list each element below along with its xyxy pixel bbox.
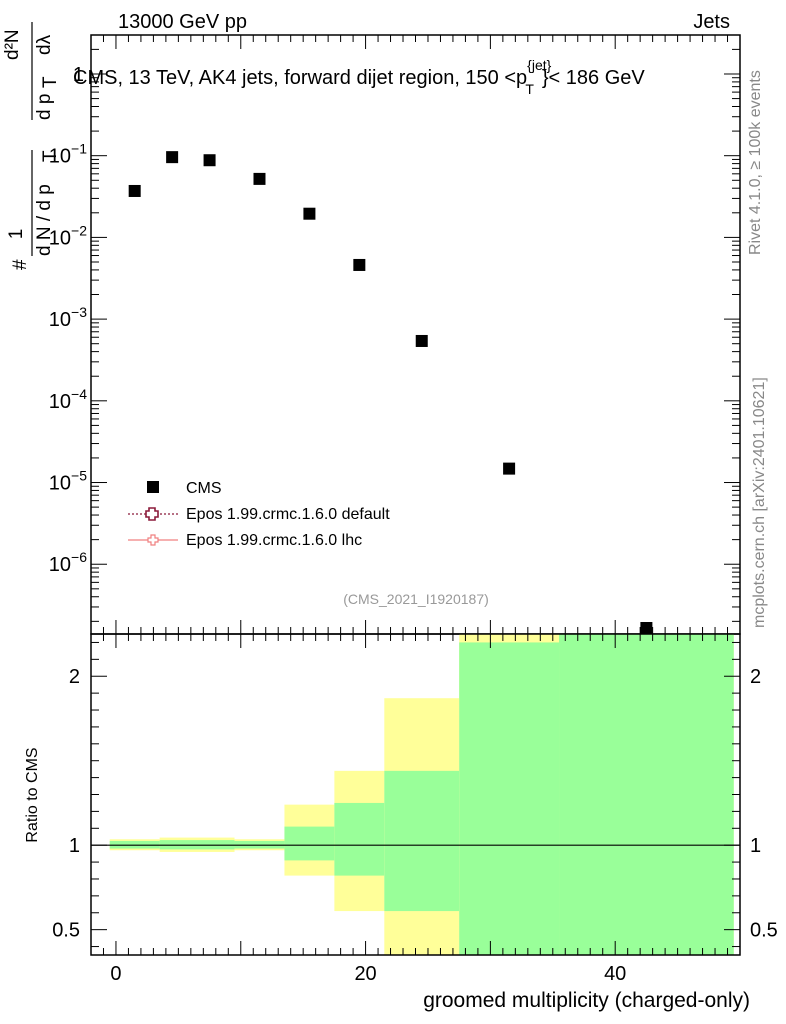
mcplots-label: mcplots.cern.ch [arXiv:2401.10621] <box>751 377 768 628</box>
ratio-band-inner <box>334 802 385 876</box>
ratio-y-tick-label-right: 2 <box>750 666 761 688</box>
ratio-y-tick-label-right: 1 <box>750 835 761 857</box>
x-tick-label: 40 <box>604 963 626 985</box>
ratio-band-inner <box>459 642 560 955</box>
cms-data-point <box>503 462 516 475</box>
ylab-T: T <box>40 150 61 162</box>
ylab-dpT: d p <box>34 94 55 120</box>
main-y-tick-label: 10−4 <box>49 386 87 413</box>
ratio-panel: 0.5 0.5 1 1 2 2 0 20 40 <box>52 633 778 985</box>
ylab-d2N: d²N <box>2 29 23 60</box>
ratio-y-axis-label: Ratio to CMS <box>24 747 41 842</box>
cms-data-point <box>415 334 428 347</box>
ratio-band-inner <box>559 634 734 955</box>
legend-marker-cms <box>147 481 159 493</box>
ylab-dlambda: dλ <box>34 34 55 55</box>
x-axis-label: groomed multiplicity (charged-only) <box>423 989 750 1012</box>
ratio-band-inner <box>284 826 335 861</box>
title-end: }< 186 GeV <box>542 67 646 89</box>
main-y-tick-label: 10−1 <box>49 141 87 168</box>
main-y-tick-label: 10−2 <box>49 222 87 249</box>
main-axis-ticks <box>90 34 741 634</box>
plot-title: CMS, 13 TeV, AK4 jets, forward dijet reg… <box>73 57 645 97</box>
ratio-bands <box>109 634 734 955</box>
legend: CMS Epos 1.99.crmc.1.6.0 default Epos 1.… <box>128 480 390 549</box>
ratio-y-tick-label-right: 0.5 <box>750 920 778 942</box>
legend-marker-default <box>145 507 159 521</box>
ratio-y-tick-label-left: 2 <box>69 666 80 688</box>
x-tick-label: 0 <box>110 963 121 985</box>
main-y-tick-labels: 1 10−1 10−2 10−3 10−4 10−5 10−6 <box>49 64 87 576</box>
cms-data-markers <box>128 151 653 634</box>
ylab-hash2: # <box>0 123 3 134</box>
legend-marker-lhc <box>147 534 159 546</box>
cms-data-point <box>640 622 653 634</box>
title-sup: {jet} <box>527 57 551 73</box>
ylab-one: 1 <box>6 229 27 240</box>
ylab-hash1: # <box>10 259 31 270</box>
main-y-tick-label: 1 <box>73 64 84 86</box>
main-y-axis-label: # 1 d N / d p T # d²N d p T dλ <box>0 22 61 270</box>
header-left: 13000 GeV pp <box>118 11 247 33</box>
legend-label-cms: CMS <box>186 480 222 497</box>
ratio-frame <box>90 633 741 956</box>
ratio-y-tick-labels: 0.5 0.5 1 1 2 2 <box>52 666 778 941</box>
ylab-dN: d N / d p <box>34 184 55 256</box>
cms-data-point <box>128 184 141 197</box>
ratio-x-tick-labels: 0 20 40 <box>110 963 626 985</box>
cms-data-point <box>203 154 216 167</box>
cms-data-point <box>303 207 316 220</box>
ylab-T2: T <box>40 76 61 88</box>
main-y-tick-label: 10−5 <box>49 468 87 495</box>
cms-data-point <box>166 151 179 164</box>
rivet-version-label: Rivet 4.1.0, ≥ 100k events <box>747 70 764 255</box>
ratio-y-tick-label-left: 0.5 <box>52 920 80 942</box>
legend-label-lhc: Epos 1.99.crmc.1.6.0 lhc <box>186 532 362 549</box>
analysis-tag: (CMS_2021_I1920187) <box>343 591 489 607</box>
cms-data-point <box>253 172 266 185</box>
header-right: Jets <box>693 11 730 33</box>
main-y-tick-label: 10−6 <box>49 549 87 576</box>
legend-label-default: Epos 1.99.crmc.1.6.0 default <box>186 506 390 523</box>
x-tick-label: 20 <box>354 963 376 985</box>
ratio-y-tick-label-left: 1 <box>69 835 80 857</box>
title-sub: T <box>525 81 534 97</box>
main-y-tick-label: 10−3 <box>49 304 87 331</box>
ratio-band-inner <box>384 770 460 912</box>
main-panel: 1 10−1 10−2 10−3 10−4 10−5 10−6 <box>49 34 741 635</box>
title-main: CMS, 13 TeV, AK4 jets, forward dijet reg… <box>73 67 527 89</box>
cms-data-point <box>353 258 366 271</box>
